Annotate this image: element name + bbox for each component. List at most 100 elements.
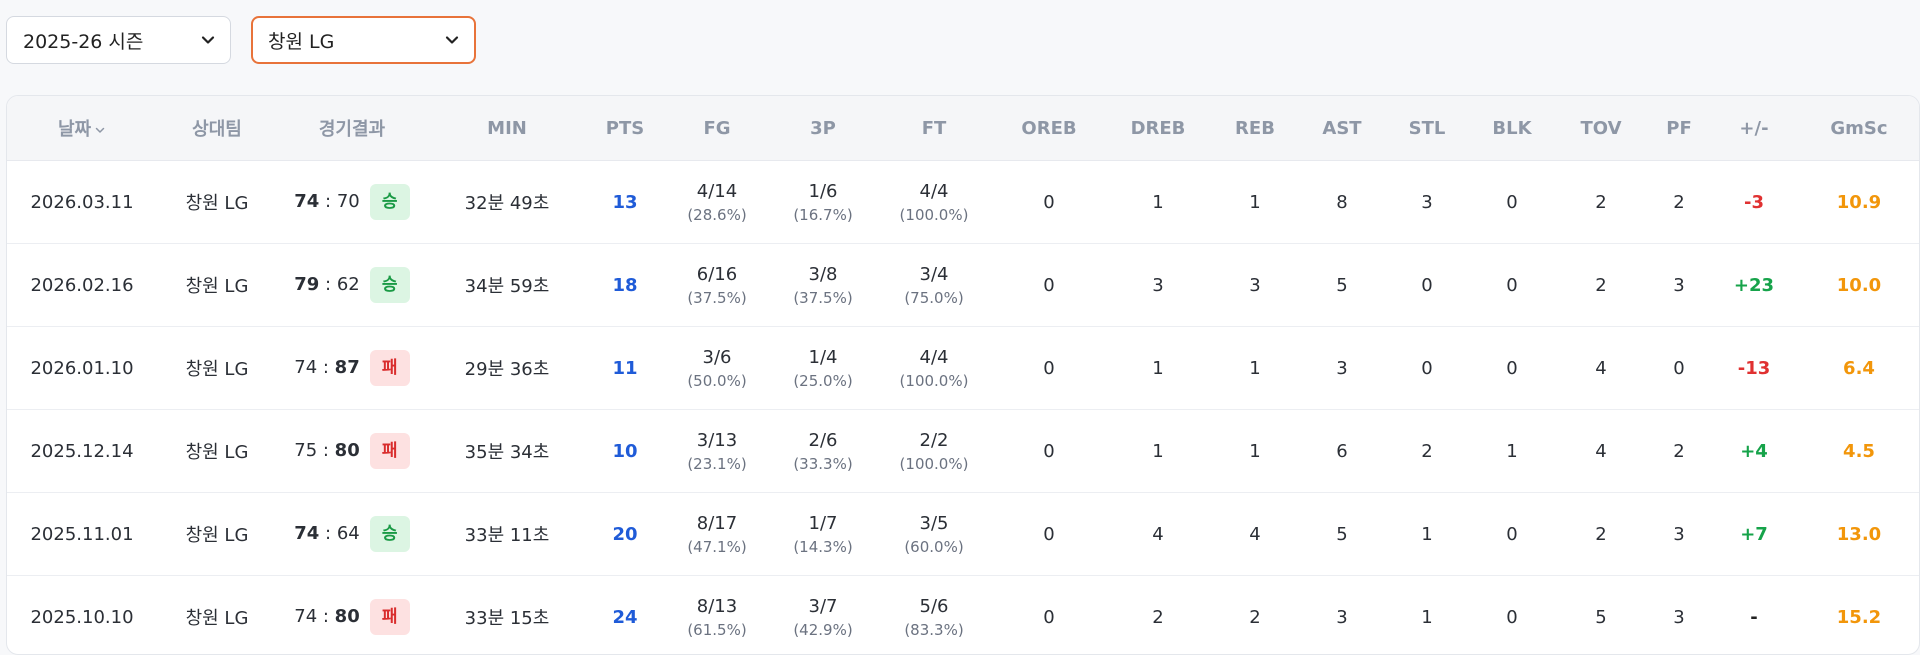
header-pts[interactable]: PTS — [587, 96, 663, 161]
cell-gmsc: 4.5 — [1797, 410, 1920, 493]
three-pct: (16.7%) — [771, 206, 875, 224]
cell-ast: 8 — [1299, 161, 1385, 244]
cell-stl: 3 — [1385, 161, 1469, 244]
ft-made-attempted: 4/4 — [875, 181, 993, 202]
header-date[interactable]: 날짜 — [7, 96, 157, 161]
cell-blk: 0 — [1469, 161, 1555, 244]
cell-pts: 24 — [587, 576, 663, 655]
cell-result: 74 : 70 승 — [277, 161, 427, 244]
header-opponent[interactable]: 상대팀 — [157, 96, 277, 161]
ft-pct: (100.0%) — [875, 372, 993, 390]
score-opponent: 80 — [335, 606, 360, 627]
ft-pct: (75.0%) — [875, 289, 993, 307]
score-opponent: 80 — [335, 440, 360, 461]
cell-date: 2025.10.10 — [7, 576, 157, 655]
cell-plus-minus: -13 — [1711, 327, 1797, 410]
cell-dreb: 3 — [1105, 244, 1211, 327]
cell-ft: 2/2(100.0%) — [875, 410, 993, 493]
score-opponent: 70 — [337, 191, 360, 212]
three-made-attempted: 1/7 — [771, 513, 875, 534]
header-min[interactable]: MIN — [427, 96, 587, 161]
cell-3p: 3/7(42.9%) — [771, 576, 875, 655]
cell-stl: 0 — [1385, 244, 1469, 327]
score-team: 79 — [294, 274, 319, 295]
fg-pct: (28.6%) — [663, 206, 771, 224]
result-badge: 승 — [370, 184, 410, 220]
cell-ast: 5 — [1299, 493, 1385, 576]
cell-ast: 5 — [1299, 244, 1385, 327]
cell-dreb: 1 — [1105, 161, 1211, 244]
result-badge: 승 — [370, 267, 410, 303]
header-dreb[interactable]: DREB — [1105, 96, 1211, 161]
header-gmsc[interactable]: GmSc — [1797, 96, 1920, 161]
header-ft[interactable]: FT — [875, 96, 993, 161]
cell-oreb: 0 — [993, 327, 1105, 410]
team-select[interactable]: 창원 LG — [251, 16, 476, 64]
three-made-attempted: 1/4 — [771, 347, 875, 368]
cell-oreb: 0 — [993, 576, 1105, 655]
cell-tov: 2 — [1555, 244, 1647, 327]
cell-stl: 1 — [1385, 576, 1469, 655]
score-team: 74 — [294, 357, 317, 378]
header-oreb[interactable]: OREB — [993, 96, 1105, 161]
header-tov[interactable]: TOV — [1555, 96, 1647, 161]
score: 79 : 62 — [294, 274, 359, 295]
cell-reb: 3 — [1211, 244, 1299, 327]
cell-blk: 0 — [1469, 576, 1555, 655]
fg-made-attempted: 4/14 — [663, 181, 771, 202]
fg-pct: (50.0%) — [663, 372, 771, 390]
cell-plus-minus: +4 — [1711, 410, 1797, 493]
cell-date: 2026.03.11 — [7, 161, 157, 244]
header-ast[interactable]: AST — [1299, 96, 1385, 161]
cell-pts: 18 — [587, 244, 663, 327]
cell-tov: 4 — [1555, 410, 1647, 493]
cell-fg: 3/13(23.1%) — [663, 410, 771, 493]
header-fg[interactable]: FG — [663, 96, 771, 161]
cell-3p: 1/4(25.0%) — [771, 327, 875, 410]
cell-ast: 3 — [1299, 576, 1385, 655]
header-3p[interactable]: 3P — [771, 96, 875, 161]
header-reb[interactable]: REB — [1211, 96, 1299, 161]
cell-date: 2026.02.16 — [7, 244, 157, 327]
three-made-attempted: 3/8 — [771, 264, 875, 285]
score: 74 : 70 — [294, 191, 359, 212]
cell-date: 2025.11.01 — [7, 493, 157, 576]
cell-fg: 6/16(37.5%) — [663, 244, 771, 327]
team-select-value: 창원 LG — [268, 27, 334, 54]
header-pf[interactable]: PF — [1647, 96, 1711, 161]
fg-made-attempted: 8/13 — [663, 596, 771, 617]
cell-date: 2025.12.14 — [7, 410, 157, 493]
cell-3p: 1/7(14.3%) — [771, 493, 875, 576]
header-plus-minus[interactable]: +/- — [1711, 96, 1797, 161]
cell-pts: 11 — [587, 327, 663, 410]
cell-fg: 3/6(50.0%) — [663, 327, 771, 410]
ft-pct: (83.3%) — [875, 621, 993, 639]
cell-min: 33분 15초 — [427, 576, 587, 655]
cell-ft: 3/5(60.0%) — [875, 493, 993, 576]
score-opponent: 64 — [337, 523, 360, 544]
ft-made-attempted: 3/5 — [875, 513, 993, 534]
header-result[interactable]: 경기결과 — [277, 96, 427, 161]
header-stl[interactable]: STL — [1385, 96, 1469, 161]
cell-stl: 1 — [1385, 493, 1469, 576]
cell-tov: 5 — [1555, 576, 1647, 655]
ft-made-attempted: 4/4 — [875, 347, 993, 368]
game-log-card: 날짜 상대팀 경기결과 MIN PTS FG 3P FT OREB DREB R… — [6, 95, 1920, 655]
score-team: 74 — [294, 523, 319, 544]
season-select[interactable]: 2025-26 시즌 — [6, 16, 231, 64]
cell-result: 79 : 62 승 — [277, 244, 427, 327]
cell-ast: 3 — [1299, 327, 1385, 410]
header-blk[interactable]: BLK — [1469, 96, 1555, 161]
cell-3p: 2/6(33.3%) — [771, 410, 875, 493]
game-log-table: 날짜 상대팀 경기결과 MIN PTS FG 3P FT OREB DREB R… — [7, 96, 1920, 655]
